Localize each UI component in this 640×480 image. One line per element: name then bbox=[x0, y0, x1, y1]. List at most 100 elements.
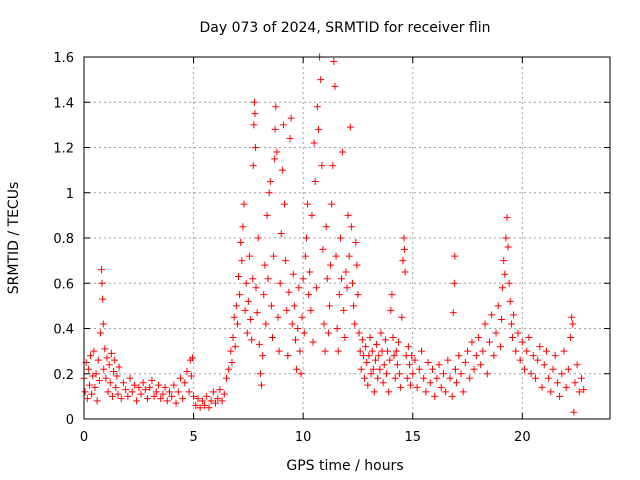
data-point bbox=[308, 211, 316, 219]
data-point bbox=[527, 370, 535, 378]
data-point bbox=[488, 311, 496, 319]
data-point bbox=[155, 381, 163, 389]
data-point bbox=[500, 257, 508, 265]
data-point bbox=[355, 329, 363, 337]
data-point bbox=[347, 223, 355, 231]
data-point bbox=[260, 291, 268, 299]
data-point bbox=[531, 374, 539, 382]
data-point bbox=[201, 401, 209, 409]
data-point bbox=[329, 162, 337, 170]
data-point bbox=[380, 361, 388, 369]
data-point bbox=[392, 347, 400, 355]
data-point bbox=[236, 291, 244, 299]
y-tick-label: 0.4 bbox=[53, 323, 74, 338]
data-point bbox=[289, 270, 297, 278]
data-point bbox=[238, 257, 246, 265]
data-point bbox=[334, 347, 342, 355]
data-point bbox=[133, 397, 141, 405]
data-point bbox=[293, 365, 301, 373]
data-point bbox=[306, 268, 314, 276]
data-point bbox=[222, 374, 230, 382]
data-point bbox=[389, 334, 397, 342]
data-point bbox=[362, 343, 370, 351]
data-point bbox=[170, 381, 178, 389]
data-point bbox=[322, 223, 330, 231]
x-tick-label: 0 bbox=[80, 430, 88, 445]
data-point bbox=[187, 372, 195, 380]
y-tick-label: 0.8 bbox=[53, 232, 74, 247]
data-point bbox=[111, 356, 119, 364]
data-point bbox=[365, 352, 373, 360]
x-tick-label: 20 bbox=[514, 430, 531, 445]
data-point bbox=[356, 347, 364, 355]
data-point bbox=[428, 365, 436, 373]
data-point bbox=[242, 279, 250, 287]
data-point bbox=[400, 234, 408, 242]
data-point bbox=[304, 200, 312, 208]
data-point bbox=[377, 329, 385, 337]
data-point bbox=[152, 388, 160, 396]
data-point bbox=[521, 365, 529, 373]
data-point bbox=[266, 177, 274, 185]
data-point bbox=[251, 98, 259, 106]
x-tick-label: 5 bbox=[189, 430, 197, 445]
data-point bbox=[128, 388, 136, 396]
data-point bbox=[320, 320, 328, 328]
data-point bbox=[249, 275, 257, 283]
data-point bbox=[126, 374, 134, 382]
data-point bbox=[237, 239, 245, 247]
data-point bbox=[243, 329, 251, 337]
data-point bbox=[93, 397, 101, 405]
data-point bbox=[363, 358, 371, 366]
data-point bbox=[407, 381, 415, 389]
data-point bbox=[103, 354, 111, 362]
data-point bbox=[479, 347, 487, 355]
data-point bbox=[483, 370, 491, 378]
data-point bbox=[379, 379, 387, 387]
x-tick-label: 15 bbox=[404, 430, 421, 445]
data-point bbox=[95, 377, 103, 385]
data-point bbox=[311, 177, 319, 185]
data-point bbox=[104, 388, 112, 396]
data-point bbox=[575, 388, 583, 396]
data-point bbox=[339, 148, 347, 156]
data-point bbox=[348, 279, 356, 287]
data-point bbox=[92, 370, 100, 378]
data-point bbox=[305, 291, 313, 299]
data-point bbox=[262, 320, 270, 328]
data-point bbox=[400, 245, 408, 253]
data-point bbox=[366, 334, 374, 342]
data-point bbox=[323, 275, 331, 283]
data-point bbox=[468, 338, 476, 346]
data-point bbox=[161, 383, 169, 391]
data-point bbox=[277, 229, 285, 237]
data-point bbox=[523, 347, 531, 355]
data-point bbox=[578, 374, 586, 382]
data-point bbox=[341, 334, 349, 342]
data-point bbox=[285, 288, 293, 296]
data-point bbox=[96, 329, 104, 337]
data-point bbox=[494, 302, 502, 310]
data-point bbox=[357, 365, 365, 373]
data-point bbox=[301, 252, 309, 260]
data-point bbox=[373, 340, 381, 348]
data-point bbox=[216, 386, 224, 394]
data-point bbox=[196, 404, 204, 412]
data-point bbox=[307, 306, 315, 314]
data-point bbox=[327, 261, 335, 269]
data-point bbox=[564, 365, 572, 373]
data-point bbox=[179, 395, 187, 403]
data-points bbox=[80, 53, 588, 416]
data-point bbox=[115, 363, 123, 371]
data-point bbox=[87, 352, 95, 360]
data-point bbox=[433, 374, 441, 382]
data-point bbox=[553, 379, 561, 387]
data-point bbox=[81, 388, 89, 396]
data-point bbox=[135, 383, 143, 391]
data-point bbox=[538, 383, 546, 391]
data-point bbox=[386, 356, 394, 364]
data-point bbox=[556, 392, 564, 400]
data-point bbox=[271, 155, 279, 163]
data-point bbox=[209, 388, 217, 396]
data-point bbox=[448, 392, 456, 400]
